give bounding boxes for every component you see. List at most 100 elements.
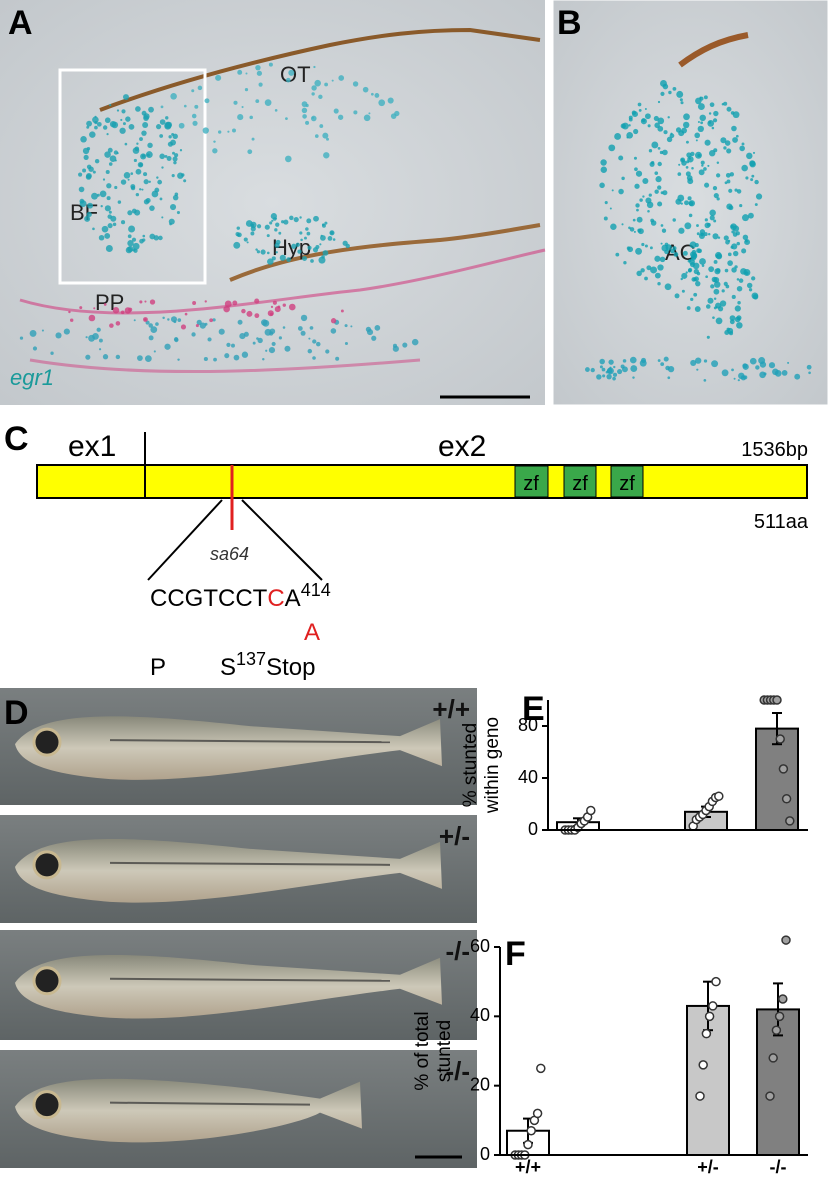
stain-dot: [654, 171, 659, 175]
stain-dot: [667, 116, 670, 119]
stain-dot: [629, 356, 637, 364]
stain-dot: [667, 365, 675, 373]
stain-dot: [630, 365, 638, 372]
stain-dot: [694, 151, 702, 159]
data-point: [708, 1001, 718, 1011]
stain-dot: [693, 277, 697, 282]
stain-dot: [78, 186, 85, 193]
stain-dot: [106, 133, 109, 136]
stain-dot: [725, 172, 731, 178]
stain-dot: [159, 197, 163, 201]
stain-dot: [103, 303, 107, 306]
stain-dot: [284, 345, 291, 352]
stain-dot: [233, 100, 238, 105]
genotype-label: -/-: [445, 936, 470, 966]
stain-dot: [696, 248, 701, 253]
stain-dot: [694, 132, 701, 139]
sequence-part: CCGTCCT: [150, 585, 268, 612]
stain-dot: [640, 268, 645, 273]
stain-dot: [709, 102, 715, 108]
stain-dot: [759, 361, 767, 368]
stain-dot: [139, 300, 143, 304]
stain-dot: [141, 130, 147, 136]
stain-dot: [350, 325, 353, 328]
stain-dot: [94, 158, 100, 164]
stain-dot: [117, 200, 122, 204]
stain-dot: [719, 300, 727, 307]
stain-dot: [195, 324, 199, 328]
stain-dot: [700, 121, 704, 125]
region-label: PP: [95, 290, 124, 315]
stain-dot: [93, 307, 96, 310]
stain-dot: [148, 335, 154, 341]
stain-dot: [621, 176, 625, 181]
stain-dot: [663, 356, 669, 362]
stain-dot: [107, 147, 113, 153]
stain-dot: [751, 174, 755, 178]
stain-dot: [312, 356, 316, 360]
stain-dot: [699, 96, 702, 99]
stain-dot: [267, 310, 274, 317]
stain-dot: [695, 357, 702, 364]
stain-dot: [694, 243, 699, 248]
stain-dot: [127, 240, 134, 247]
stain-dot: [704, 218, 708, 222]
stain-dot: [684, 222, 692, 230]
stain-dot: [724, 268, 729, 273]
stain-dot: [628, 115, 633, 120]
stain-dot: [304, 236, 307, 240]
stain-dot: [271, 256, 276, 261]
stain-dot: [662, 149, 668, 156]
stain-dot: [149, 299, 156, 305]
stain-dot: [299, 231, 303, 235]
stain-dot: [370, 92, 374, 96]
stain-dot: [275, 217, 278, 220]
stain-dot: [109, 104, 112, 107]
stain-dot: [751, 276, 756, 281]
stain-dot: [307, 245, 312, 250]
stain-dot: [63, 328, 70, 335]
stain-dot: [224, 300, 232, 308]
stain-dot: [665, 244, 672, 251]
stain-dot: [102, 354, 109, 360]
stain-dot: [302, 256, 307, 261]
stain-dot: [94, 120, 98, 125]
y-tick-label: 60: [470, 936, 490, 956]
stain-dot: [101, 225, 109, 233]
stain-dot: [723, 281, 728, 286]
stain-dot: [387, 97, 394, 104]
stain-dot: [696, 232, 700, 236]
stain-dot: [642, 178, 649, 185]
stain-dot: [164, 154, 168, 158]
stain-dot: [232, 300, 238, 306]
stain-dot: [606, 368, 613, 374]
stain-dot: [114, 185, 118, 190]
stain-dot: [105, 169, 110, 174]
stain-dot: [726, 148, 732, 154]
fish: [15, 954, 442, 1019]
stain-dot: [654, 189, 659, 194]
stain-dot: [306, 218, 312, 224]
stain-dot: [98, 348, 102, 351]
stain-dot: [173, 160, 177, 165]
stain-dot: [96, 327, 101, 332]
stain-dot: [258, 82, 263, 87]
stain-dot: [703, 379, 707, 382]
stain-dot: [618, 155, 624, 161]
stain-dot: [330, 318, 337, 324]
stain-dot: [657, 264, 664, 271]
stain-dot: [330, 328, 337, 334]
stain-dot: [712, 118, 718, 123]
stain-dot: [322, 132, 329, 139]
stain-dot: [318, 256, 326, 264]
stain-dot: [609, 366, 612, 369]
stain-dot: [787, 361, 790, 364]
stain-dot: [153, 235, 159, 241]
y-axis-label: stunted: [434, 1020, 455, 1082]
stain-dot: [115, 321, 121, 326]
fish-eye: [32, 850, 62, 880]
genotype-label: +/+: [432, 694, 470, 724]
stain-dot: [672, 246, 677, 251]
stain-dot: [212, 148, 218, 154]
stain-dot: [735, 134, 739, 138]
